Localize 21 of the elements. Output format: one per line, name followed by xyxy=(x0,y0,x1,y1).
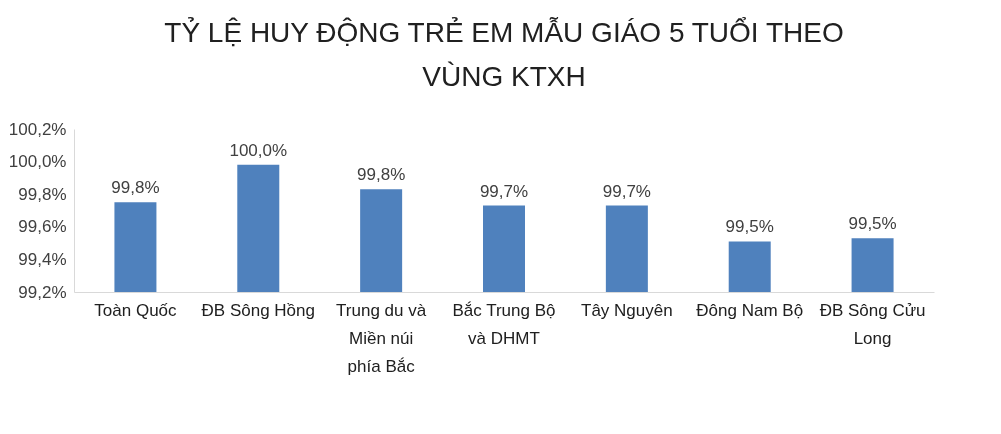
y-tick-label: 99,4% xyxy=(18,249,67,269)
data-label: 100,0% xyxy=(229,140,288,160)
y-tick-label: 100,0% xyxy=(8,152,67,172)
x-tick-label: Bắc Trung Bộ và DHMT xyxy=(452,300,556,348)
x-tick-label: ĐB Sông Cửu Long xyxy=(819,300,926,348)
y-tick-label: 99,8% xyxy=(18,184,67,204)
data-label: 99,8% xyxy=(357,165,406,185)
x-tick-label: Đông Nam Bộ xyxy=(696,300,804,320)
data-label: 99,5% xyxy=(848,214,897,234)
chart-title: TỶ LỆ HUY ĐỘNG TRẺ EM MẪU GIÁO 5 TUỔI THEO VÙNG KTXH xyxy=(164,16,844,92)
x-tick-label: Trung du và Miền núi phía Bắc xyxy=(336,300,427,376)
x-tick-label: ĐB Sông Hồng xyxy=(201,300,315,320)
data-label: 99,7% xyxy=(479,181,529,201)
y-tick-label: 99,6% xyxy=(18,217,67,237)
x-tick-label: Toàn Quốc xyxy=(94,300,178,320)
y-tick-label: 99,2% xyxy=(18,282,67,302)
y-tick-label: 100,2% xyxy=(8,119,67,139)
data-label: 99,8% xyxy=(111,178,160,198)
data-label: 99,5% xyxy=(725,217,774,237)
x-tick-label: Tây Nguyên xyxy=(581,300,673,320)
data-label: 99,7% xyxy=(602,181,651,201)
